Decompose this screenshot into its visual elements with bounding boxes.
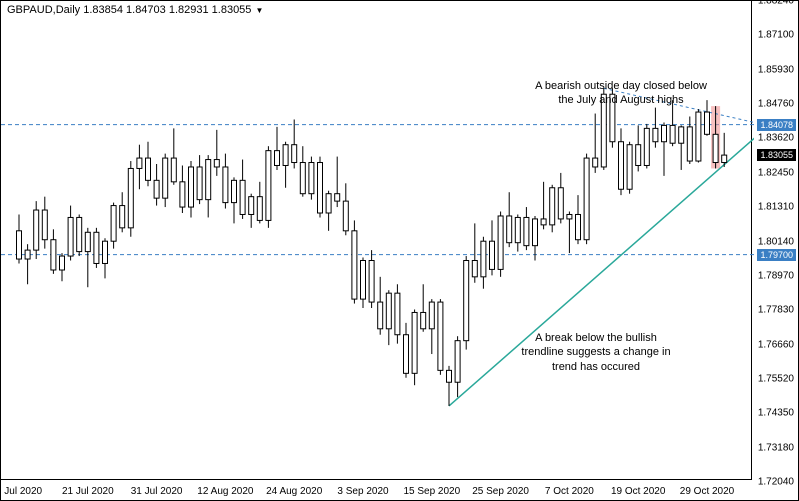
- price-tag: 1.84078: [757, 119, 796, 131]
- y-tick-label: 1.81310: [758, 201, 794, 212]
- price-tag: 1.83055: [757, 149, 796, 161]
- dropdown-icon[interactable]: ▼: [255, 6, 263, 15]
- candlestick-chart: [1, 1, 754, 482]
- x-axis: 9 Jul 2020 21 Jul 2020 31 Jul 2020 12 Aug 2…: [1, 480, 752, 500]
- y-tick-label: 1.84760: [758, 99, 794, 110]
- annotation-bearish: A bearish outside day closed belowthe Ju…: [535, 79, 707, 108]
- annotation-line: the July and August highs: [535, 93, 707, 107]
- x-tick-label: 25 Sep 2020: [472, 486, 529, 497]
- y-tick-label: 1.85930: [758, 64, 794, 75]
- y-axis: 1.88240 1.87100 1.85930 1.84760 1.83620 1.824…: [752, 1, 798, 480]
- y-tick-label: 1.78970: [758, 271, 794, 282]
- y-tick-label: 1.88240: [758, 0, 794, 7]
- y-tick-label: 1.72040: [758, 477, 794, 488]
- x-tick-label: 12 Aug 2020: [197, 486, 253, 497]
- x-tick-label: 15 Sep 2020: [403, 486, 460, 497]
- annotation-line: A break below the bullish: [521, 331, 670, 345]
- y-tick-label: 1.87100: [758, 29, 794, 40]
- x-tick-label: 24 Aug 2020: [266, 486, 322, 497]
- x-tick-label: 31 Jul 2020: [131, 486, 183, 497]
- annotation-line: A bearish outside day closed below: [535, 79, 707, 93]
- x-tick-label: 7 Oct 2020: [545, 486, 594, 497]
- chart-container: GBPAUD,Daily 1.83854 1.84703 1.82931 1.8…: [0, 0, 799, 501]
- annotation-line: trendline suggests a change in: [521, 345, 670, 359]
- plot-area[interactable]: [1, 1, 752, 480]
- chart-title: GBPAUD,Daily 1.83854 1.84703 1.82931 1.8…: [7, 4, 263, 16]
- y-tick-label: 1.77830: [758, 305, 794, 316]
- symbol-label: GBPAUD,Daily 1.83854 1.84703 1.82931 1.8…: [7, 4, 251, 16]
- y-tick-label: 1.80140: [758, 236, 794, 247]
- price-tag: 1.79700: [757, 249, 796, 261]
- y-tick-label: 1.82450: [758, 167, 794, 178]
- x-tick-label: 9 Jul 2020: [0, 486, 42, 497]
- y-tick-label: 1.76660: [758, 339, 794, 350]
- y-tick-label: 1.74350: [758, 408, 794, 419]
- x-tick-label: 21 Jul 2020: [62, 486, 114, 497]
- y-tick-label: 1.73180: [758, 443, 794, 454]
- annotation-trendline-break: A break below the bullishtrendline sugge…: [521, 331, 670, 374]
- y-tick-label: 1.83620: [758, 133, 794, 144]
- x-tick-label: 29 Oct 2020: [680, 486, 734, 497]
- x-tick-label: 19 Oct 2020: [611, 486, 665, 497]
- y-tick-label: 1.75520: [758, 373, 794, 384]
- annotation-line: trend has occured: [521, 360, 670, 374]
- x-tick-label: 3 Sep 2020: [337, 486, 388, 497]
